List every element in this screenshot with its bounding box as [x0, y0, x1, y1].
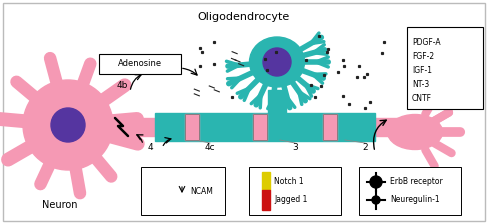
FancyArrowPatch shape [244, 91, 248, 100]
Text: 3: 3 [292, 144, 298, 153]
FancyBboxPatch shape [359, 167, 461, 215]
Text: 4c: 4c [204, 144, 215, 153]
FancyBboxPatch shape [99, 54, 181, 74]
FancyArrowPatch shape [111, 137, 138, 144]
FancyArrowPatch shape [308, 85, 318, 88]
FancyArrowPatch shape [288, 99, 295, 107]
Bar [253, 114, 267, 140]
FancyArrowPatch shape [227, 66, 237, 71]
Text: Neuregulin-1: Neuregulin-1 [390, 196, 440, 205]
Text: Jagged 1: Jagged 1 [274, 196, 307, 205]
FancyArrowPatch shape [241, 80, 258, 97]
Text: ErbB receptor: ErbB receptor [390, 177, 443, 187]
FancyArrowPatch shape [268, 99, 272, 109]
FancyArrowPatch shape [50, 58, 57, 82]
Text: NT-3: NT-3 [412, 80, 429, 89]
FancyBboxPatch shape [141, 167, 225, 215]
FancyArrowPatch shape [300, 94, 302, 104]
FancyArrowPatch shape [8, 147, 29, 160]
FancyArrowPatch shape [41, 164, 50, 184]
Text: NCAM: NCAM [190, 187, 213, 196]
Ellipse shape [23, 80, 113, 170]
FancyArrowPatch shape [319, 57, 328, 61]
FancyArrowPatch shape [315, 76, 323, 83]
FancyArrowPatch shape [312, 33, 319, 41]
Ellipse shape [387, 114, 443, 149]
Text: Oligodendrocyte: Oligodendrocyte [198, 12, 290, 22]
Text: CNTF: CNTF [412, 94, 432, 103]
Circle shape [370, 176, 382, 188]
FancyArrowPatch shape [113, 119, 137, 121]
Bar [68, 118, 428, 136]
Text: Notch 1: Notch 1 [274, 177, 304, 187]
FancyArrowPatch shape [105, 85, 125, 99]
FancyArrowPatch shape [301, 93, 310, 99]
FancyArrowPatch shape [226, 61, 237, 64]
FancyArrowPatch shape [237, 89, 247, 93]
FancyArrowPatch shape [285, 99, 286, 110]
FancyArrowPatch shape [300, 37, 322, 50]
FancyArrowPatch shape [275, 99, 278, 110]
FancyBboxPatch shape [3, 3, 485, 221]
Text: Neuron: Neuron [42, 200, 78, 210]
Bar [155, 113, 375, 141]
Bar [262, 190, 270, 210]
Text: FGF-2: FGF-2 [412, 52, 434, 61]
Text: PDGF-A: PDGF-A [412, 38, 441, 47]
FancyArrowPatch shape [229, 73, 253, 84]
Bar [185, 114, 199, 140]
FancyArrowPatch shape [298, 78, 313, 91]
Text: 2: 2 [362, 144, 368, 153]
FancyBboxPatch shape [249, 167, 341, 215]
FancyArrowPatch shape [273, 87, 275, 107]
Bar [253, 114, 267, 140]
Text: Adenosine: Adenosine [118, 60, 162, 69]
FancyArrowPatch shape [319, 63, 328, 67]
FancyArrowPatch shape [76, 169, 80, 193]
FancyArrowPatch shape [313, 42, 324, 43]
FancyArrowPatch shape [256, 84, 265, 105]
FancyArrowPatch shape [260, 97, 261, 108]
Text: IGF-1: IGF-1 [412, 66, 432, 75]
FancyArrowPatch shape [435, 143, 451, 153]
Ellipse shape [249, 37, 305, 87]
Circle shape [372, 196, 380, 204]
FancyArrowPatch shape [303, 50, 325, 56]
Bar [262, 172, 270, 190]
FancyArrowPatch shape [426, 150, 435, 166]
FancyArrowPatch shape [426, 100, 434, 114]
FancyArrowPatch shape [228, 64, 250, 66]
FancyBboxPatch shape [407, 27, 483, 109]
FancyArrowPatch shape [251, 97, 259, 104]
FancyArrowPatch shape [82, 64, 90, 85]
Circle shape [51, 108, 85, 142]
FancyArrowPatch shape [316, 45, 324, 51]
Circle shape [263, 48, 291, 76]
Text: 4: 4 [147, 144, 153, 153]
FancyArrowPatch shape [0, 119, 23, 121]
Text: 4b: 4b [116, 80, 128, 90]
Bar [323, 114, 337, 140]
FancyArrowPatch shape [433, 112, 449, 122]
Bar [185, 114, 199, 140]
FancyArrowPatch shape [292, 82, 305, 101]
Bar [323, 114, 337, 140]
FancyArrowPatch shape [302, 71, 323, 78]
Bar [268, 90, 286, 127]
FancyArrowPatch shape [232, 80, 239, 88]
FancyArrowPatch shape [284, 86, 290, 108]
FancyArrowPatch shape [17, 82, 35, 97]
FancyArrowPatch shape [316, 53, 327, 54]
FancyArrowPatch shape [433, 112, 449, 122]
FancyArrowPatch shape [227, 78, 238, 79]
FancyArrowPatch shape [96, 158, 111, 177]
FancyArrowPatch shape [306, 87, 311, 96]
